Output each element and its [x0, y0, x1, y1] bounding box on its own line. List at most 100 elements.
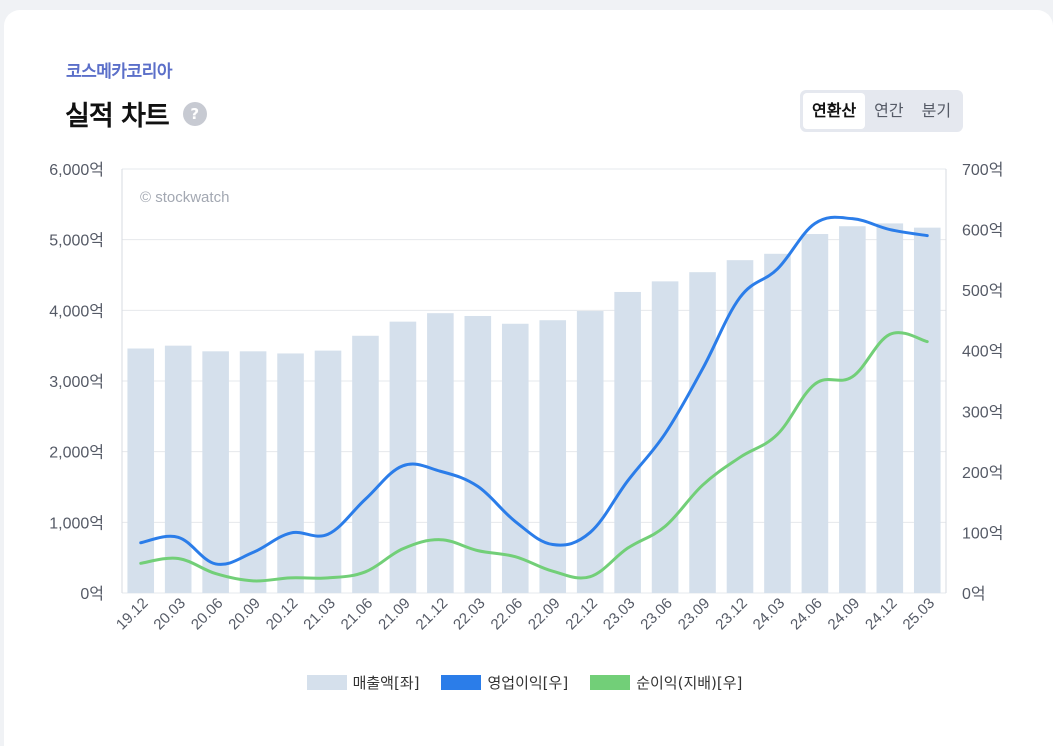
- x-axis-tick-label: 22.03: [450, 595, 489, 634]
- operating-profit-line[interactable]: [139, 215, 929, 566]
- revenue-bar[interactable]: [427, 313, 454, 593]
- legend-item-revenue[interactable]: 매출액[좌]: [306, 672, 420, 693]
- revenue-bar[interactable]: [689, 272, 716, 593]
- revenue-bar[interactable]: [651, 281, 679, 593]
- operating-profit-point[interactable]: [174, 533, 182, 541]
- net-income-point[interactable]: [586, 573, 594, 581]
- operating-profit-point[interactable]: [736, 293, 744, 301]
- net-income-point[interactable]: [886, 330, 894, 338]
- operating-profit-point[interactable]: [923, 232, 931, 240]
- net-income-point[interactable]: [324, 574, 332, 582]
- left-axis-tick-label: 1,000억: [49, 514, 104, 532]
- x-axis-tick-label: 25.03: [900, 595, 939, 634]
- operating-profit-point[interactable]: [624, 477, 632, 485]
- left-axis-tick-label: 0억: [80, 585, 104, 603]
- net-income-point[interactable]: [137, 559, 145, 567]
- x-axis-tick-label: 22.09: [525, 595, 564, 634]
- x-axis-tick-label: 23.12: [712, 595, 751, 634]
- company-name[interactable]: 코스메카코리아: [66, 62, 172, 82]
- operating-profit-point[interactable]: [886, 226, 894, 234]
- net-income-point[interactable]: [923, 338, 931, 346]
- revenue-bar[interactable]: [202, 351, 229, 593]
- revenue-bar[interactable]: [164, 345, 192, 593]
- x-axis-tick-label: 22.12: [562, 595, 601, 634]
- operating-profit-point[interactable]: [249, 548, 257, 556]
- operating-profit-point[interactable]: [474, 482, 482, 490]
- operating-profit-point[interactable]: [549, 541, 557, 549]
- net-income-point[interactable]: [399, 545, 407, 553]
- legend-label-net-income: 순이익(지배)[우]: [636, 674, 743, 692]
- revenue-bar[interactable]: [314, 350, 342, 593]
- x-axis-tick-label: 20.12: [263, 595, 302, 634]
- revenue-bar[interactable]: [839, 226, 866, 594]
- operating-profit-point[interactable]: [661, 430, 669, 438]
- x-axis-tick-label: 20.03: [150, 595, 189, 634]
- x-axis-tick-label: 22.06: [488, 595, 527, 634]
- revenue-bar[interactable]: [277, 353, 304, 593]
- net-income-point[interactable]: [773, 430, 781, 438]
- legend-item-operating-profit[interactable]: 영업이익[우]: [441, 672, 568, 693]
- net-income-point[interactable]: [361, 568, 369, 576]
- x-axis-tick-label: 20.06: [188, 595, 227, 634]
- net-income-point[interactable]: [661, 522, 669, 530]
- tab-quarterly[interactable]: 분기: [921, 101, 952, 120]
- operating-profit-point[interactable]: [848, 215, 856, 223]
- net-income-line[interactable]: [139, 331, 929, 583]
- operating-profit-point[interactable]: [773, 265, 781, 273]
- left-axis-tick-label: 4,000억: [49, 302, 104, 320]
- net-income-point[interactable]: [699, 481, 707, 489]
- net-income-point[interactable]: [811, 380, 819, 388]
- watermark: © stockwatch: [140, 189, 229, 206]
- right-axis-tick-label: 300억: [962, 403, 1003, 421]
- revenue-bar[interactable]: [501, 323, 529, 593]
- net-income-point[interactable]: [287, 574, 295, 582]
- net-income-point[interactable]: [249, 577, 257, 585]
- left-axis-tick-label: 6,000억: [49, 161, 104, 179]
- operating-profit-point[interactable]: [287, 529, 295, 537]
- x-axis-tick-label: 21.03: [300, 595, 339, 634]
- legend-item-net-income[interactable]: 순이익(지배)[우]: [590, 672, 742, 693]
- help-icon[interactable]: ?: [182, 101, 207, 126]
- operating-profit-point[interactable]: [586, 528, 594, 536]
- x-axis-tick-label: 24.12: [862, 595, 901, 634]
- revenue-bar[interactable]: [801, 234, 829, 593]
- operating-profit-point[interactable]: [811, 220, 819, 228]
- revenue-bar[interactable]: [127, 348, 155, 593]
- revenue-bar[interactable]: [576, 311, 604, 593]
- tab-annual[interactable]: 연간: [874, 101, 904, 120]
- tab-annualized[interactable]: 연환산: [803, 93, 866, 129]
- net-income-point[interactable]: [848, 373, 856, 381]
- operating-profit-point[interactable]: [137, 539, 145, 547]
- revenue-bar[interactable]: [913, 227, 941, 594]
- operating-profit-point[interactable]: [699, 365, 707, 373]
- revenue-bar[interactable]: [352, 335, 379, 593]
- right-axis-tick-label: 400억: [962, 343, 1003, 361]
- legend-label-revenue: 매출액[좌]: [352, 674, 420, 692]
- net-income-point[interactable]: [474, 547, 482, 555]
- net-income-point[interactable]: [511, 553, 519, 561]
- legend-swatch-revenue: [306, 675, 347, 690]
- operating-profit-point[interactable]: [399, 462, 407, 470]
- operating-profit-point[interactable]: [212, 560, 220, 568]
- x-axis-tick-label: 23.09: [675, 595, 714, 634]
- operating-profit-point[interactable]: [361, 495, 369, 503]
- revenue-bar[interactable]: [726, 260, 754, 593]
- title-row: 실적 차트 ?: [65, 94, 207, 133]
- revenue-bar[interactable]: [539, 320, 567, 593]
- operating-profit-point[interactable]: [511, 518, 519, 526]
- x-axis-tick-label: 20.09: [225, 595, 264, 634]
- net-income-point[interactable]: [736, 453, 744, 461]
- operating-profit-point[interactable]: [324, 530, 332, 538]
- right-axis-tick-label: 600억: [962, 222, 1003, 240]
- legend: 매출액[좌] 영업이익[우] 순이익(지배)[우]: [0, 672, 1049, 693]
- net-income-point[interactable]: [174, 554, 182, 562]
- net-income-point[interactable]: [549, 567, 557, 575]
- net-income-point[interactable]: [212, 570, 220, 578]
- net-income-point[interactable]: [624, 544, 632, 552]
- revenue-bar[interactable]: [876, 223, 904, 593]
- operating-profit-point[interactable]: [436, 467, 444, 475]
- right-axis-tick-label: 0억: [962, 585, 986, 603]
- net-income-point[interactable]: [436, 536, 444, 544]
- legend-swatch-operating-profit: [441, 675, 482, 690]
